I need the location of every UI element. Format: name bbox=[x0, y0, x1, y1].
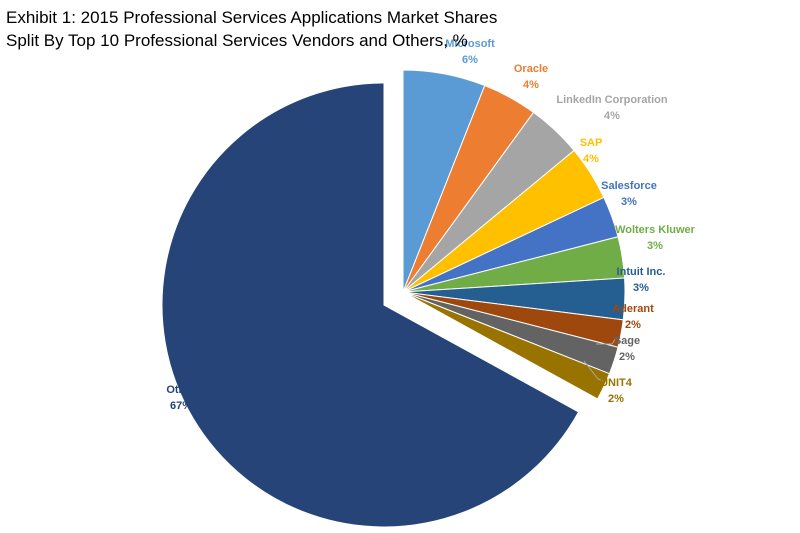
pie-slices bbox=[161, 69, 626, 528]
label-name-sap: SAP bbox=[580, 137, 603, 149]
slice-unit4 bbox=[402, 291, 611, 400]
label-name-wolters-kluwer: Wolters Kluwer bbox=[615, 224, 696, 236]
label-value-linkedin-corporation: 4% bbox=[604, 110, 620, 122]
slice-other bbox=[161, 82, 580, 528]
label-leaders bbox=[583, 337, 617, 382]
label-name-intuit-inc: Intuit Inc. bbox=[617, 266, 666, 278]
chart-title-line-1: Exhibit 1: 2015 Professional Services Ap… bbox=[6, 8, 498, 27]
chart-title: Exhibit 1: 2015 Professional Services Ap… bbox=[6, 6, 566, 52]
label-name-linkedin-corporation: LinkedIn Corporation bbox=[556, 94, 668, 106]
label-value-salesforce: 3% bbox=[621, 196, 637, 208]
label-value-microsoft: 6% bbox=[462, 54, 478, 66]
leader-line-2 bbox=[583, 360, 604, 382]
label-value-unit4: 2% bbox=[608, 393, 624, 405]
label-value-aderant: 2% bbox=[625, 319, 641, 331]
label-name-salesforce: Salesforce bbox=[601, 180, 657, 192]
label-value-other: 67% bbox=[170, 400, 192, 412]
label-name-microsoft: Microsoft bbox=[445, 38, 495, 50]
label-name-aderant: Aderant bbox=[612, 303, 654, 315]
label-value-intuit-inc: 3% bbox=[633, 282, 649, 294]
label-name-other: Other bbox=[166, 384, 196, 396]
label-name-unit4: UNIT4 bbox=[600, 377, 633, 389]
slice-labels: Microsoft 6% Oracle 4% LinkedIn Corporation 4… bbox=[166, 38, 695, 412]
label-value-oracle: 4% bbox=[523, 79, 539, 91]
leader-line-1 bbox=[596, 337, 617, 345]
label-name-oracle: Oracle bbox=[514, 63, 548, 75]
chart-title-line-2: Split By Top 10 Professional Services Ve… bbox=[6, 31, 468, 50]
label-value-sap: 4% bbox=[583, 153, 599, 165]
label-value-sage: 2% bbox=[619, 351, 635, 363]
label-value-wolters-kluwer: 3% bbox=[647, 240, 663, 252]
label-name-sage: Sage bbox=[614, 335, 640, 347]
